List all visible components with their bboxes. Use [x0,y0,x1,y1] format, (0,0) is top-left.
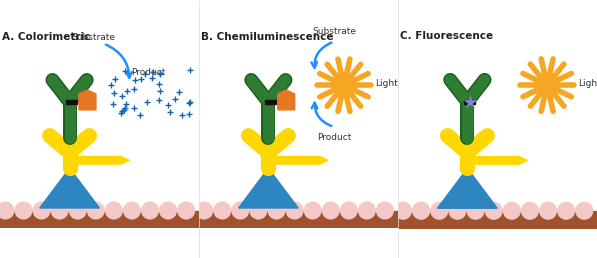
Circle shape [340,202,357,219]
Text: C. Fluorescence: C. Fluorescence [399,31,493,41]
Polygon shape [40,168,99,208]
Text: Substrate: Substrate [312,27,356,36]
Circle shape [535,73,559,98]
Bar [464,100,475,104]
Polygon shape [278,90,295,110]
Text: Product: Product [131,68,165,77]
Circle shape [332,73,356,98]
Circle shape [322,202,339,219]
Circle shape [304,202,321,219]
Bar [66,100,77,104]
Polygon shape [467,157,527,164]
Circle shape [15,202,32,219]
Circle shape [141,202,158,219]
Polygon shape [438,168,497,208]
Bar [0,211,199,228]
Circle shape [33,202,50,219]
Circle shape [124,202,140,219]
Circle shape [69,202,86,219]
Circle shape [359,202,376,219]
Circle shape [449,202,466,219]
Circle shape [377,202,393,219]
Bar [199,211,398,228]
Text: A. Colorimetric: A. Colorimetric [2,31,90,42]
Circle shape [106,202,122,219]
Text: Light: Light [375,79,398,88]
Text: B. Chemiluminescence: B. Chemiluminescence [201,31,333,42]
Circle shape [51,202,68,219]
Circle shape [413,202,430,219]
Circle shape [160,202,177,219]
Circle shape [196,202,213,219]
Bar [398,211,597,229]
Polygon shape [70,157,129,164]
Circle shape [268,202,285,219]
Circle shape [87,202,104,219]
Circle shape [0,202,14,219]
Polygon shape [269,157,328,164]
Circle shape [214,202,230,219]
Circle shape [232,202,249,219]
Text: Light: Light [578,79,597,88]
Circle shape [395,202,411,219]
Circle shape [540,202,556,219]
Polygon shape [239,168,298,208]
Circle shape [178,202,195,219]
Circle shape [558,202,574,219]
Bar [265,100,276,104]
Circle shape [250,202,267,219]
Circle shape [485,202,502,219]
Circle shape [522,202,538,219]
Circle shape [503,202,520,219]
Circle shape [576,202,593,219]
Text: Substrate: Substrate [72,33,115,42]
Circle shape [431,202,448,219]
Circle shape [467,202,484,219]
Polygon shape [79,90,96,110]
Text: Product: Product [317,133,351,142]
Circle shape [286,202,303,219]
